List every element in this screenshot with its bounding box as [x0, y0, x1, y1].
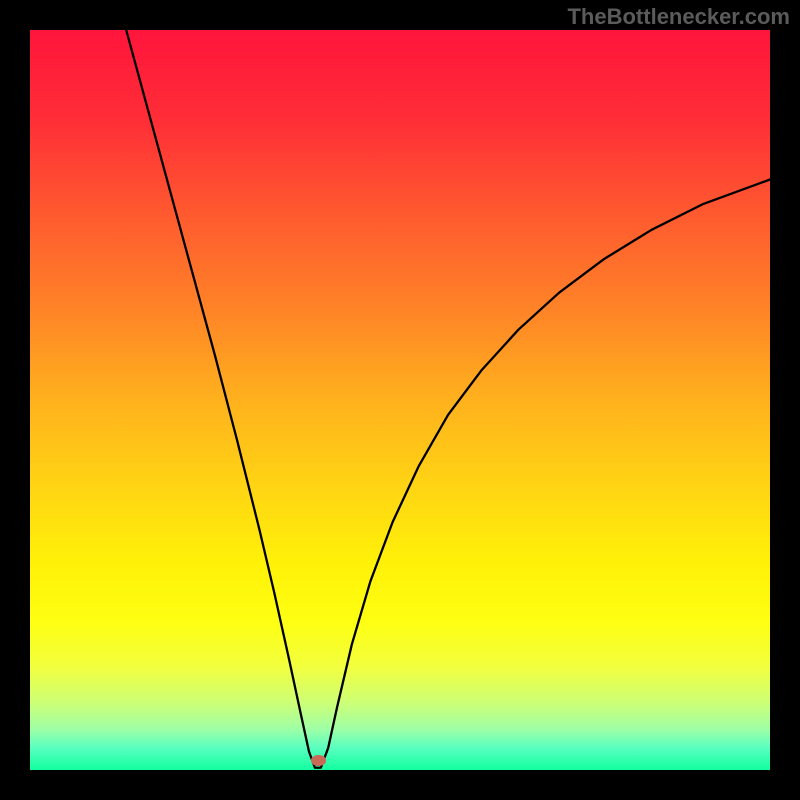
optimal-point-marker — [311, 755, 326, 765]
curve-layer — [30, 30, 770, 770]
chart-container: { "watermark": { "text": "TheBottlenecke… — [0, 0, 800, 800]
watermark-text: TheBottlenecker.com — [567, 4, 790, 30]
bottleneck-curve — [126, 30, 770, 768]
plot-area — [30, 30, 770, 770]
